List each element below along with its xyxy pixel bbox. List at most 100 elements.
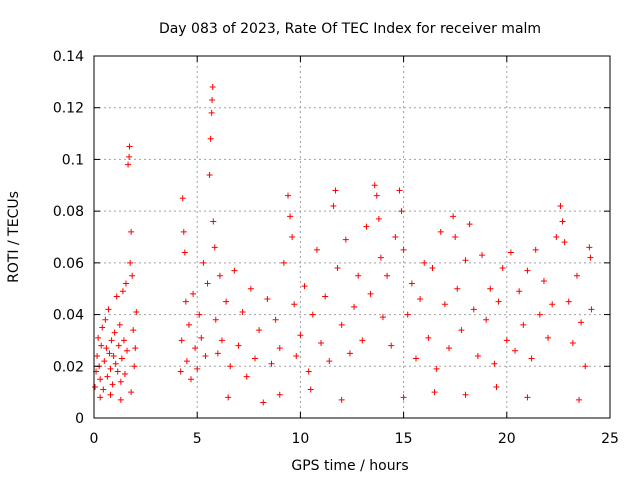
data-point	[235, 342, 242, 349]
x-tick-label: 15	[395, 431, 413, 447]
data-point	[200, 259, 207, 266]
data-point	[309, 311, 316, 318]
data-point	[276, 391, 283, 398]
data-point	[113, 293, 120, 300]
data-point	[408, 280, 415, 287]
data-point	[493, 383, 500, 390]
data-point	[128, 228, 135, 235]
data-point	[293, 352, 300, 359]
data-point	[209, 96, 216, 103]
data-point	[400, 394, 407, 401]
y-tick-label: 0.1	[62, 152, 84, 168]
data-point	[211, 244, 218, 251]
data-point	[462, 391, 469, 398]
data-point	[379, 314, 386, 321]
data-point	[441, 301, 448, 308]
data-point	[192, 345, 199, 352]
data-point	[462, 257, 469, 264]
data-point	[433, 365, 440, 372]
data-point	[225, 394, 232, 401]
data-point	[99, 324, 106, 331]
data-point	[109, 381, 116, 388]
data-point	[371, 182, 378, 189]
data-point	[104, 373, 111, 380]
data-point	[322, 293, 329, 300]
data-point	[177, 368, 184, 375]
data-point	[479, 252, 486, 259]
data-point	[133, 308, 140, 315]
data-point	[119, 288, 126, 295]
data-point	[576, 396, 583, 403]
data-point	[431, 389, 438, 396]
data-point	[94, 352, 101, 359]
data-point	[97, 394, 104, 401]
data-point	[101, 358, 108, 365]
data-point	[301, 283, 308, 290]
data-point	[291, 301, 298, 308]
data-point	[305, 368, 312, 375]
data-point	[223, 298, 230, 305]
data-point	[512, 347, 519, 354]
data-point	[247, 285, 254, 292]
data-point	[289, 234, 296, 240]
data-point	[207, 135, 214, 142]
y-tick-label: 0.08	[53, 204, 84, 220]
data-point	[131, 363, 138, 370]
data-point	[107, 391, 114, 398]
x-tick-label: 20	[498, 431, 516, 447]
x-tick-label: 25	[601, 431, 619, 447]
data-point	[117, 378, 124, 385]
axis-ticks: 0 5 10 15 20 25 0 0.02 0.04 0.06 0.08 0.1 0.12 0.14	[53, 49, 619, 447]
data-point	[363, 223, 370, 230]
data-point	[208, 109, 215, 116]
data-point	[243, 373, 250, 380]
y-tick-label: 0.04	[53, 308, 84, 324]
data-point	[122, 280, 129, 287]
data-point	[452, 234, 459, 240]
data-point	[111, 329, 118, 336]
data-point	[206, 171, 213, 178]
data-point	[194, 365, 201, 372]
data-points	[92, 84, 595, 406]
data-point	[388, 342, 395, 349]
data-point	[216, 272, 223, 279]
data-point	[540, 277, 547, 284]
data-point	[524, 267, 531, 274]
data-point	[326, 358, 333, 365]
data-point	[437, 228, 444, 235]
data-point	[97, 376, 104, 383]
data-point	[110, 352, 117, 359]
data-point	[429, 265, 436, 272]
data-point	[375, 215, 382, 222]
data-point	[183, 358, 190, 365]
data-point	[557, 202, 564, 209]
data-point	[582, 363, 589, 370]
data-point	[116, 321, 123, 328]
data-point	[287, 213, 294, 220]
data-point	[112, 360, 119, 367]
data-point	[313, 246, 320, 253]
data-point	[114, 368, 121, 375]
data-point	[392, 234, 399, 240]
data-point	[507, 249, 514, 256]
data-point	[503, 337, 510, 344]
data-point	[212, 316, 219, 323]
data-point	[466, 221, 473, 228]
data-point	[338, 321, 345, 328]
data-point	[454, 285, 461, 292]
data-point	[553, 234, 560, 240]
data-point	[251, 355, 258, 362]
y-tick-label: 0.06	[53, 256, 84, 272]
data-point	[130, 327, 137, 334]
data-point	[272, 316, 279, 323]
data-point	[280, 259, 287, 266]
data-point	[332, 187, 339, 194]
data-point	[297, 332, 304, 339]
data-point	[260, 399, 267, 406]
data-point	[474, 352, 481, 359]
data-point	[285, 192, 292, 199]
data-point	[334, 265, 341, 272]
data-point	[545, 334, 552, 341]
data-point	[487, 285, 494, 292]
data-point	[239, 308, 246, 315]
